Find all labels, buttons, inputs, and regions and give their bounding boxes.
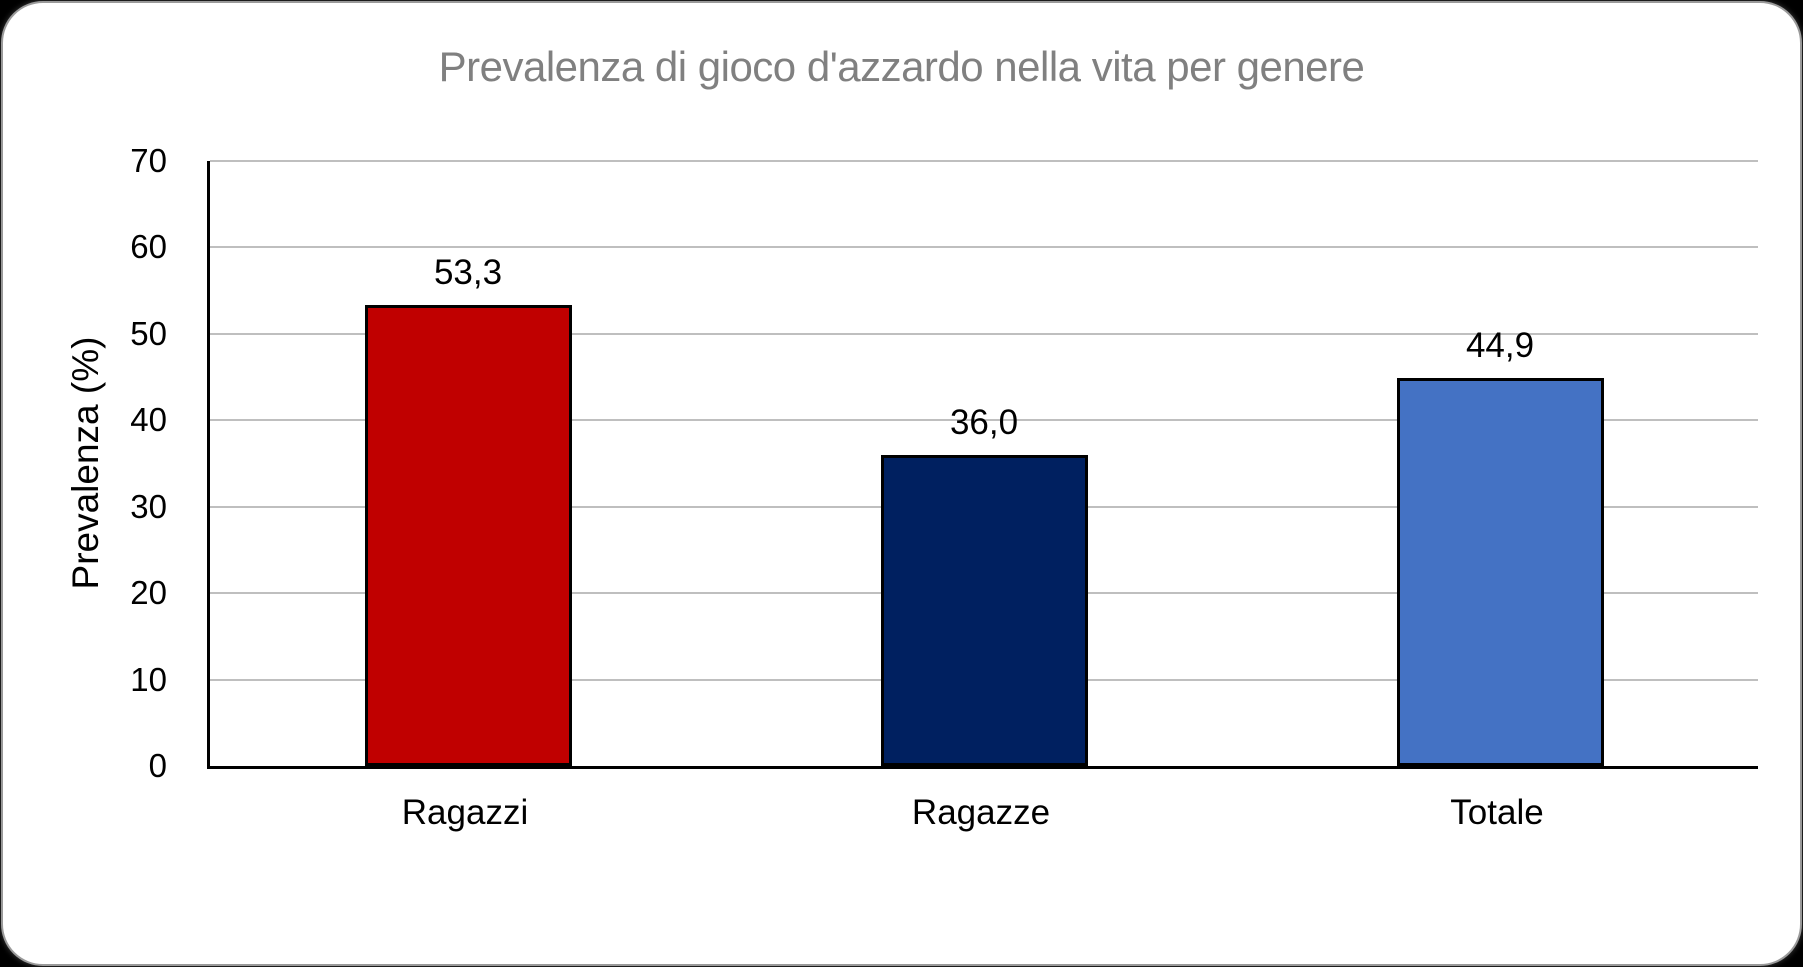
- gridline: [210, 419, 1758, 422]
- bar-ragazze: [880, 454, 1088, 766]
- y-axis-title: Prevalenza (%): [65, 336, 106, 590]
- plot-area: 53,3 36,0 44,9: [207, 160, 1758, 769]
- y-axis-tick-label: 10: [130, 660, 167, 698]
- bar-value-label: 53,3: [433, 253, 503, 293]
- bar-value-label: 44,9: [1465, 325, 1535, 365]
- bar-column: 53,3: [210, 161, 726, 766]
- bars: 53,3 36,0 44,9: [210, 161, 1758, 766]
- y-axis-tick-label: 20: [130, 574, 167, 612]
- x-axis-labels: Ragazzi Ragazze Totale: [207, 793, 1755, 833]
- bar-value-label: 36,0: [949, 402, 1019, 442]
- bar-column: 44,9: [1242, 161, 1758, 766]
- y-axis-tick-label: 30: [130, 487, 167, 525]
- gridline: [210, 246, 1758, 249]
- bar-totale: [1396, 377, 1604, 766]
- gridline: [210, 332, 1758, 335]
- x-axis-category-label: Ragazzi: [401, 793, 529, 832]
- x-axis-category-label: Ragazze: [911, 793, 1051, 832]
- y-axis-tick-label: 40: [130, 401, 167, 439]
- gridline: [210, 160, 1758, 162]
- x-axis-category-label: Totale: [1450, 793, 1544, 832]
- y-axis-tick-label: 60: [130, 228, 167, 266]
- bar-ragazzi: [364, 305, 572, 766]
- chart-title: Prevalenza di gioco d'azzardo nella vita…: [438, 43, 1365, 90]
- bar-column: 36,0: [726, 161, 1242, 766]
- y-axis-tick-label: 0: [148, 747, 167, 784]
- y-axis-tick-label: 50: [130, 314, 167, 352]
- y-axis-tick-label: 70: [130, 142, 167, 179]
